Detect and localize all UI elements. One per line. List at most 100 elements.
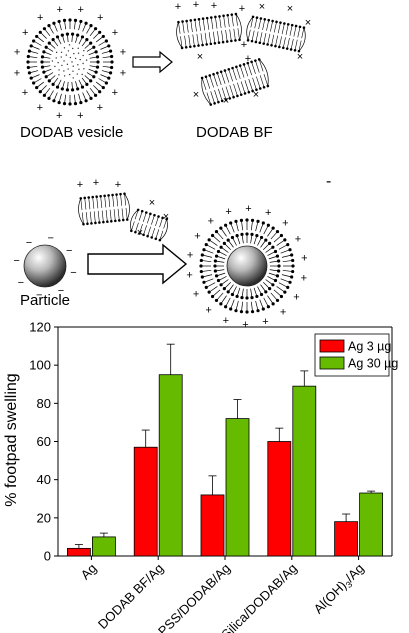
- svg-text:+: +: [112, 27, 118, 39]
- svg-text:+: +: [211, 0, 217, 12]
- bar-ag-3ug: [200, 494, 225, 557]
- x-tick-label: Al(OH)3/Ag: [311, 561, 368, 618]
- svg-text:+: +: [37, 102, 43, 114]
- bar-ag-30ug: [292, 385, 317, 557]
- svg-text:−: −: [48, 233, 54, 245]
- svg-text:+: +: [78, 4, 84, 16]
- svg-text:−: −: [18, 277, 24, 289]
- svg-text:+: +: [241, 39, 247, 51]
- svg-text:×: ×: [297, 51, 303, 63]
- svg-text:+: +: [265, 207, 271, 219]
- svg-text:+: +: [245, 203, 251, 215]
- svg-text:+: +: [77, 110, 83, 122]
- svg-text:+: +: [301, 252, 307, 264]
- svg-text:+: +: [280, 306, 286, 318]
- svg-text:+: +: [186, 270, 192, 282]
- y-tick-label: 0: [44, 549, 51, 564]
- svg-text:+: +: [22, 87, 28, 99]
- particle-label: Particle: [20, 292, 70, 309]
- y-tick-label: 100: [29, 358, 51, 373]
- arrow-vesicle-to-bf-icon: [132, 50, 173, 74]
- svg-text:+: +: [301, 273, 307, 285]
- svg-text:×: ×: [163, 211, 169, 223]
- dodab-bf-drawing: + + + + × × × × + × × × × +: [175, 0, 311, 107]
- y-axis-label: % footpad swelling: [3, 373, 20, 506]
- svg-text:−: −: [26, 237, 32, 249]
- svg-text:−: −: [36, 289, 42, 301]
- svg-text:+: +: [77, 179, 83, 191]
- svg-text:+: +: [193, 0, 199, 11]
- y-tick-label: 120: [29, 320, 51, 335]
- bar-ag-30ug: [92, 536, 116, 557]
- svg-text:−: −: [70, 267, 76, 279]
- bar-ag-3ug: [267, 441, 292, 557]
- bar-ag-30ug: [158, 374, 183, 557]
- svg-text:×: ×: [287, 3, 293, 15]
- particle-charges: −−−−−− −−: [13, 233, 76, 302]
- svg-text:+: +: [187, 249, 193, 261]
- svg-text:+: +: [22, 27, 28, 39]
- svg-text:+: +: [293, 291, 299, 303]
- svg-text:+: +: [120, 47, 126, 59]
- svg-text:+: +: [225, 206, 231, 218]
- svg-text:+: +: [93, 177, 99, 189]
- bar-ag-3ug: [67, 547, 91, 557]
- svg-text:+: +: [115, 179, 121, 191]
- chart-bars: [67, 343, 384, 557]
- svg-text:+: +: [14, 46, 20, 58]
- bilayer-fragments-drawing: + + + × × ×: [77, 177, 169, 242]
- svg-text:+: +: [208, 216, 214, 228]
- svg-text:+: +: [194, 231, 200, 243]
- bf-label: DODAB BF: [196, 124, 273, 141]
- svg-text:×: ×: [223, 95, 229, 107]
- bar-ag-30ug: [359, 492, 384, 557]
- y-tick-label: 40: [37, 472, 51, 487]
- y-tick-label: 80: [37, 396, 51, 411]
- svg-text:+: +: [97, 12, 103, 24]
- svg-text:+: +: [37, 12, 43, 24]
- x-tick-label: DODAB BF/Ag: [95, 561, 166, 632]
- svg-text:×: ×: [149, 197, 155, 209]
- svg-text:×: ×: [253, 89, 259, 101]
- svg-text:+: +: [120, 68, 126, 80]
- svg-text:+: +: [262, 316, 268, 328]
- svg-text:+: +: [112, 87, 118, 99]
- legend-label: Ag 30 µg: [348, 357, 398, 371]
- svg-text:×: ×: [193, 89, 199, 101]
- bar-ag-3ug: [133, 446, 158, 557]
- svg-text:+: +: [205, 304, 211, 316]
- schematic-illustration: ++++++++++++ ++++ DODAB vesicle + + + + × ×××+…: [13, 0, 331, 331]
- svg-text:×: ×: [305, 17, 311, 29]
- svg-text:+: +: [175, 1, 181, 13]
- svg-text:+: +: [295, 233, 301, 245]
- svg-text:+: +: [239, 3, 245, 15]
- svg-text:−: −: [13, 255, 19, 267]
- arrow-particle-coating-icon: [87, 243, 188, 285]
- top-right-minus-sign: -: [326, 173, 331, 190]
- svg-text:+: +: [56, 4, 62, 16]
- vesicle-label: DODAB vesicle: [20, 124, 123, 141]
- svg-text:+: +: [223, 315, 229, 327]
- coated-particle-drawing: +++++++++++++ + ++++: [186, 203, 307, 331]
- coated-particle-core-icon: [226, 245, 268, 287]
- svg-text:−: −: [58, 285, 64, 297]
- legend-swatch: [319, 356, 345, 370]
- particle-sphere-icon: [23, 244, 67, 288]
- chart-legend: Ag 3 µg Ag 30 µg: [314, 333, 398, 377]
- svg-text:+: +: [242, 319, 248, 331]
- dodab-vesicle-drawing: ++++++++++++ ++++: [14, 4, 126, 122]
- svg-text:+: +: [14, 67, 20, 79]
- svg-text:+: +: [56, 110, 62, 122]
- svg-text:+: +: [193, 289, 199, 301]
- svg-text:−: −: [66, 245, 72, 257]
- svg-text:×: ×: [259, 1, 265, 13]
- bar-ag-3ug: [334, 521, 359, 557]
- svg-text:+: +: [282, 218, 288, 230]
- svg-text:+: +: [97, 102, 103, 114]
- y-tick-label: 20: [37, 510, 51, 525]
- svg-text:×: ×: [137, 227, 143, 239]
- svg-text:+: +: [245, 53, 251, 65]
- x-tick-label: Ag: [78, 561, 100, 583]
